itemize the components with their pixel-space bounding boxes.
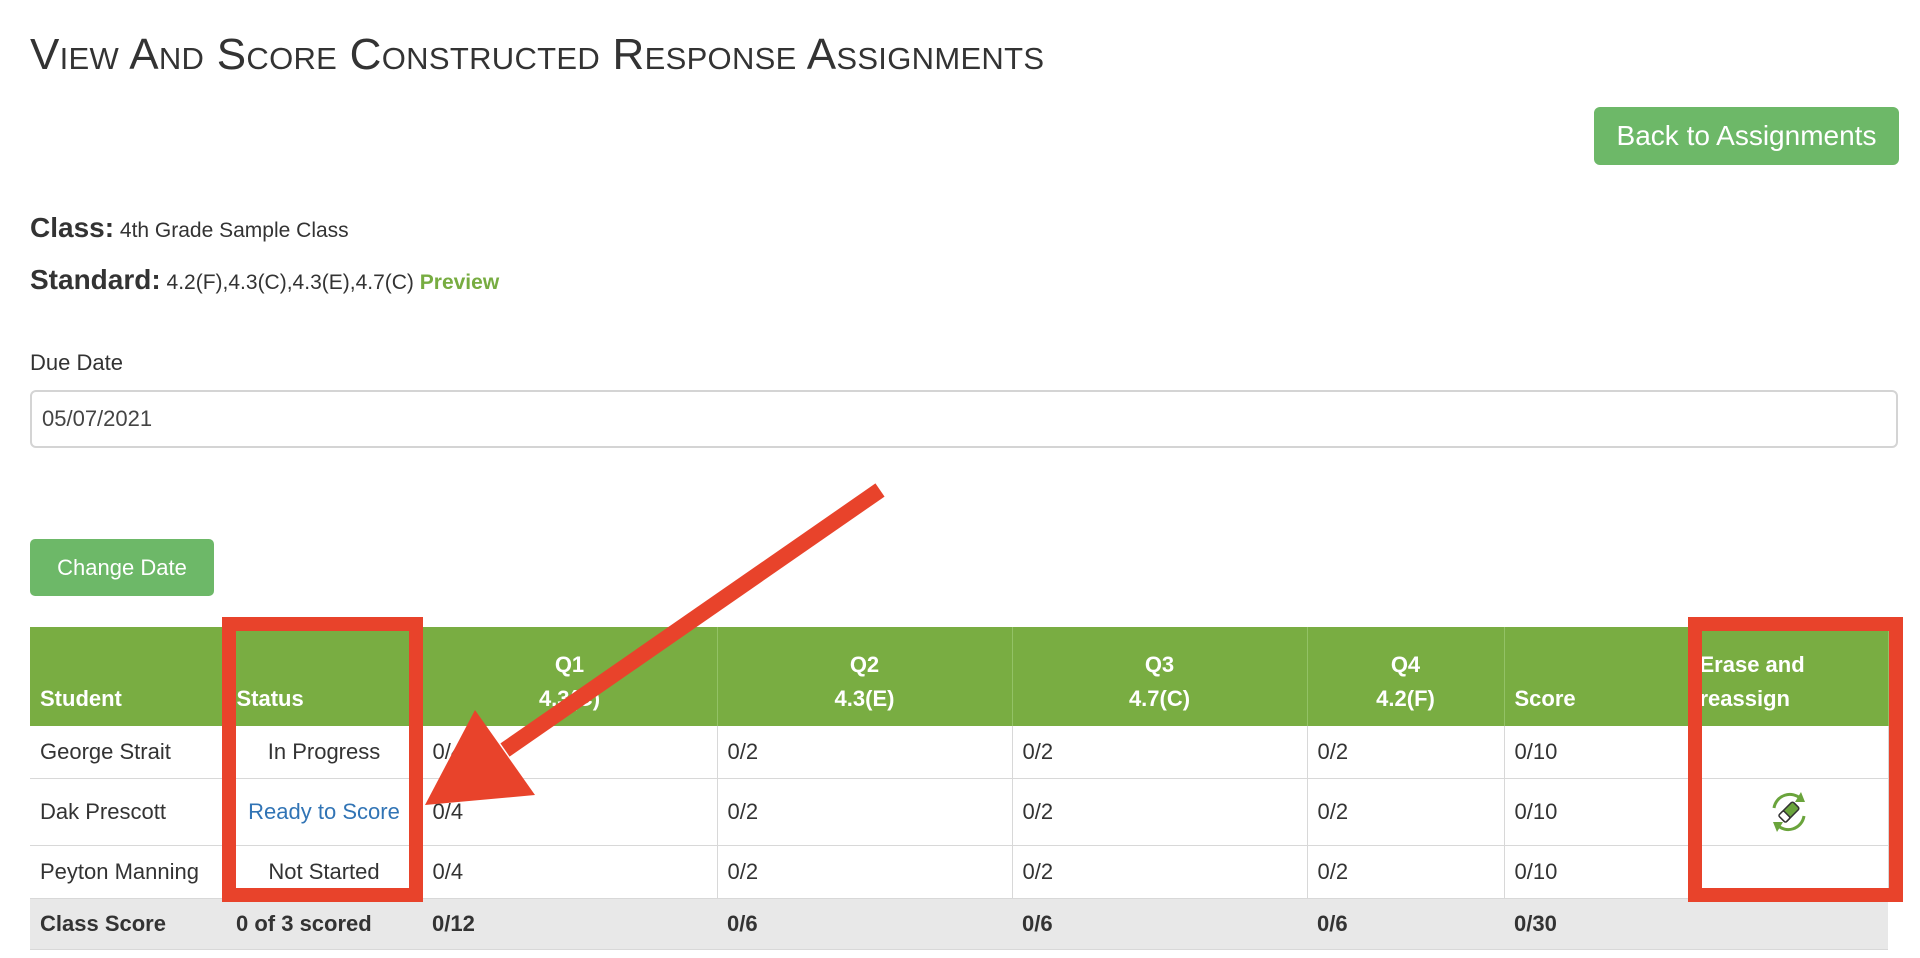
class-total-score: 0/30 (1504, 898, 1689, 950)
table-header-row: Student Status Q1 4.3(C) Q2 4.3(E) Q3 4.… (30, 627, 1889, 726)
q3-score: 0/2 (1012, 778, 1308, 846)
col-header-student: Student (30, 627, 227, 726)
q4-title: Q4 (1390, 652, 1421, 677)
class-score-label: Class Score (30, 898, 226, 950)
preview-link[interactable]: Preview (419, 271, 500, 294)
q1-title: Q1 (554, 652, 585, 677)
scores-table: Student Status Q1 4.3(C) Q2 4.3(E) Q3 4.… (30, 627, 1889, 950)
q3-score: 0/2 (1012, 845, 1308, 899)
due-date-label: Due Date (30, 350, 123, 375)
class-score-row: Class Score 0 of 3 scored 0/12 0/6 0/6 0… (30, 898, 1888, 950)
q2-title: Q2 (849, 652, 880, 677)
class-q2-total: 0/6 (717, 898, 1012, 950)
class-label: Class: (30, 212, 115, 243)
q3-standard: 4.7(C) (1128, 686, 1191, 711)
total-score: 0/10 (1504, 845, 1690, 899)
status-cell: Ready to Score (226, 778, 423, 846)
class-value: 4th Grade Sample Class (119, 219, 349, 242)
class-q1-total: 0/12 (422, 898, 717, 950)
class-q3-total: 0/6 (1012, 898, 1307, 950)
ready-to-score-link[interactable]: Ready to Score (248, 799, 400, 824)
back-to-assignments-button[interactable]: Back to Assignments (1594, 107, 1899, 165)
col-header-q4: Q4 4.2(F) (1307, 627, 1505, 726)
total-score: 0/10 (1504, 778, 1690, 846)
class-erase-empty (1689, 898, 1888, 950)
change-date-button[interactable]: Change Date (30, 539, 214, 596)
q2-score: 0/2 (717, 845, 1013, 899)
status-cell: Not Started (226, 845, 423, 899)
standard-value: 4.2(F),4.3(C),4.3(E),4.7(C) (166, 271, 414, 294)
q1-standard: 4.3(C) (538, 686, 601, 711)
col-header-q1: Q1 4.3(C) (422, 627, 718, 726)
class-q4-total: 0/6 (1307, 898, 1504, 950)
table-row: Peyton Manning Not Started 0/4 0/2 0/2 0… (30, 845, 1889, 899)
q2-score: 0/2 (717, 778, 1013, 846)
q2-score: 0/2 (717, 726, 1013, 779)
q4-standard: 4.2(F) (1376, 686, 1435, 711)
q2-standard: 4.3(E) (834, 686, 895, 711)
q4-score: 0/2 (1307, 726, 1505, 779)
due-date-input[interactable] (30, 390, 1898, 448)
q3-title: Q3 (1144, 652, 1175, 677)
standard-label: Standard: (30, 264, 161, 295)
col-header-erase: Erase and reassign (1689, 627, 1889, 726)
q1-score: 0/4 (422, 726, 718, 779)
col-header-q2: Q2 4.3(E) (717, 627, 1013, 726)
q1-score: 0/4 (422, 778, 718, 846)
table-row: Dak Prescott Ready to Score 0/4 0/2 0/2 … (30, 778, 1889, 846)
erase-cell (1689, 778, 1889, 846)
student-name: Dak Prescott (30, 778, 227, 846)
col-header-q3: Q3 4.7(C) (1012, 627, 1308, 726)
q1-score: 0/4 (422, 845, 718, 899)
scored-count: 0 of 3 scored (226, 898, 422, 950)
col-header-score: Score (1504, 627, 1690, 726)
class-info: Class: 4th Grade Sample Class (30, 212, 349, 244)
page-title: View And Score Constructed Response Assi… (30, 30, 1045, 79)
student-name: Peyton Manning (30, 845, 227, 899)
student-name: George Strait (30, 726, 227, 779)
erase-cell (1689, 845, 1889, 899)
table-row: George Strait In Progress 0/4 0/2 0/2 0/… (30, 726, 1889, 779)
erase-cell (1689, 726, 1889, 779)
erase-reassign-icon[interactable] (1765, 788, 1813, 836)
q3-score: 0/2 (1012, 726, 1308, 779)
total-score: 0/10 (1504, 726, 1690, 779)
q4-score: 0/2 (1307, 778, 1505, 846)
standard-info: Standard: 4.2(F),4.3(C),4.3(E),4.7(C) Pr… (30, 264, 499, 296)
status-cell: In Progress (226, 726, 423, 779)
col-header-status: Status (226, 627, 423, 726)
q4-score: 0/2 (1307, 845, 1505, 899)
